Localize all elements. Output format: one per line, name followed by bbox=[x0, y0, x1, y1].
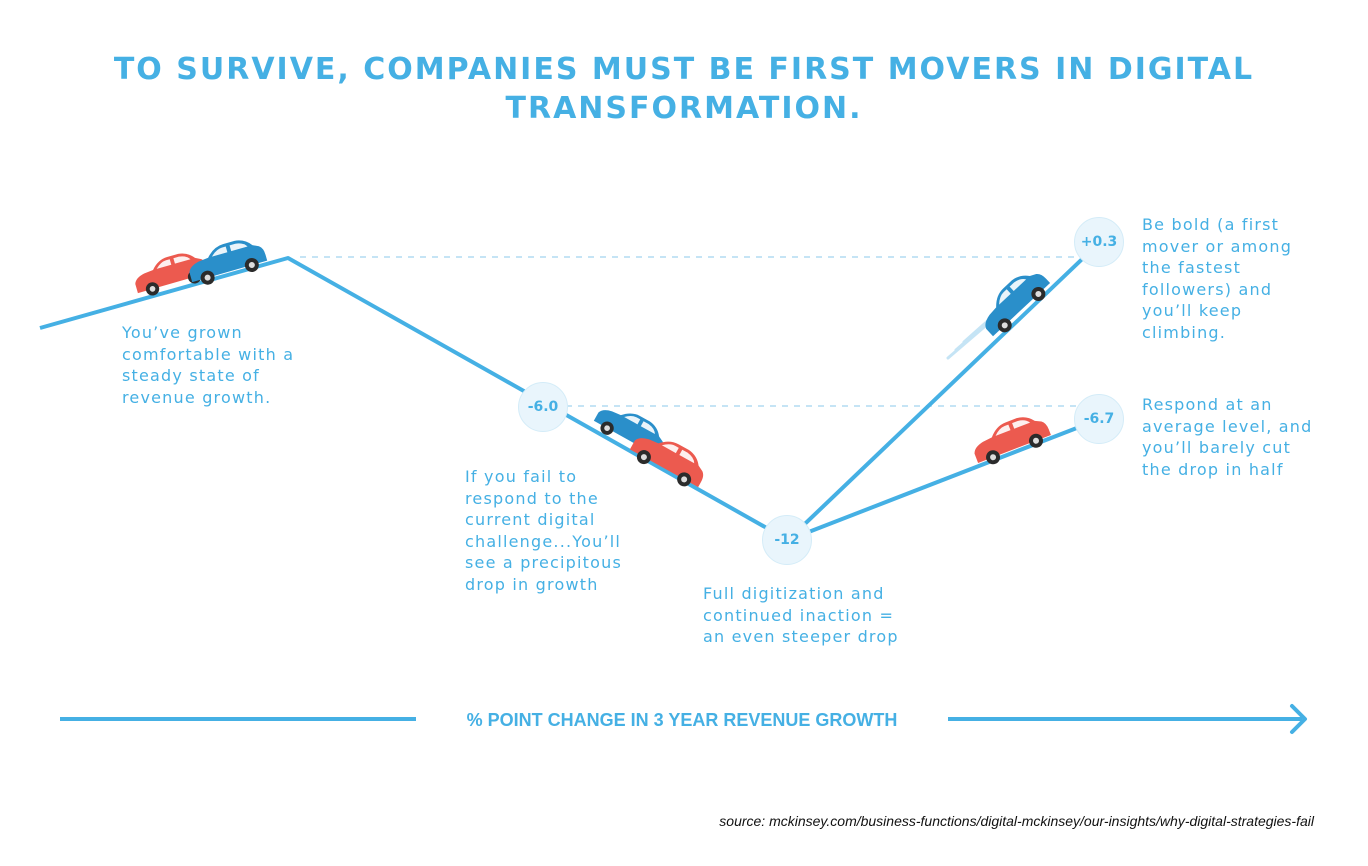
caption-steady-state: You’ve grown comfortable with a steady s… bbox=[122, 323, 295, 407]
revenue-path-main bbox=[39, 256, 789, 542]
source-citation: source: mckinsey.com/business-functions/… bbox=[719, 813, 1314, 829]
revenue-path-bold bbox=[786, 240, 1102, 542]
value-badge-respond-average: -6.7 bbox=[1074, 394, 1124, 444]
page-title: TO SURVIVE, COMPANIES MUST BE FIRST MOVE… bbox=[113, 52, 1255, 126]
caption-fail-to-respond: If you fail to respond to the current di… bbox=[465, 467, 623, 594]
value-badge-fail: -6.0 bbox=[518, 382, 568, 432]
caption-be-bold: Be bold (a first mover or among the fast… bbox=[1142, 215, 1293, 342]
blue-car-climbing bbox=[973, 262, 1055, 342]
revenue-path-average bbox=[787, 417, 1101, 542]
value-badge-be-bold: +0.3 bbox=[1074, 217, 1124, 267]
value-badge-full-digitization: -12 bbox=[762, 515, 812, 565]
red-car-average bbox=[968, 408, 1054, 470]
caption-full-digitization: Full digitization and continued inaction… bbox=[703, 584, 899, 647]
caption-respond-average: Respond at an average level, and you’ll … bbox=[1142, 395, 1313, 479]
axis-label: % POINT CHANGE IN 3 YEAR REVENUE GROWTH bbox=[466, 710, 898, 730]
axis-arrowhead bbox=[1290, 704, 1307, 734]
